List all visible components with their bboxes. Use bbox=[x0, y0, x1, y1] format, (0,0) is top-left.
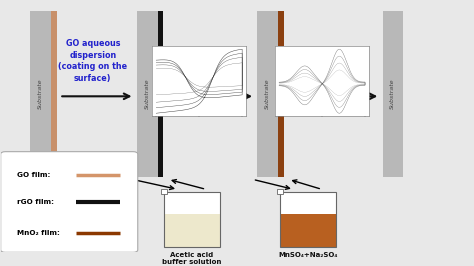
Text: MnSO₄+Na₂SO₄: MnSO₄+Na₂SO₄ bbox=[278, 252, 337, 258]
Bar bbox=[257, 11, 278, 177]
Bar bbox=[157, 11, 163, 177]
Text: GO aqueous
dispersion
(coating on the
surface): GO aqueous dispersion (coating on the su… bbox=[58, 39, 128, 83]
Text: Substrate: Substrate bbox=[145, 78, 150, 109]
Text: GO film:: GO film: bbox=[17, 172, 51, 178]
Bar bbox=[30, 11, 51, 177]
Bar bbox=[383, 11, 403, 177]
Text: Acetic acid
buffer solution: Acetic acid buffer solution bbox=[163, 252, 222, 265]
Bar bbox=[280, 192, 336, 247]
Bar bbox=[280, 214, 336, 247]
Bar bbox=[164, 214, 220, 247]
Text: Substrate: Substrate bbox=[391, 78, 395, 109]
Bar bbox=[51, 11, 57, 177]
Text: Substrate: Substrate bbox=[265, 78, 270, 109]
FancyBboxPatch shape bbox=[0, 152, 138, 252]
Bar bbox=[164, 192, 220, 247]
Bar bbox=[280, 192, 336, 247]
Text: MnO₂ film:: MnO₂ film: bbox=[17, 230, 60, 236]
Bar bbox=[277, 189, 283, 194]
Bar bbox=[278, 11, 284, 177]
Bar bbox=[162, 189, 167, 194]
Bar bbox=[137, 11, 157, 177]
Text: rGO film:: rGO film: bbox=[17, 199, 54, 205]
Text: Substrate: Substrate bbox=[38, 78, 43, 109]
Bar bbox=[164, 192, 220, 247]
